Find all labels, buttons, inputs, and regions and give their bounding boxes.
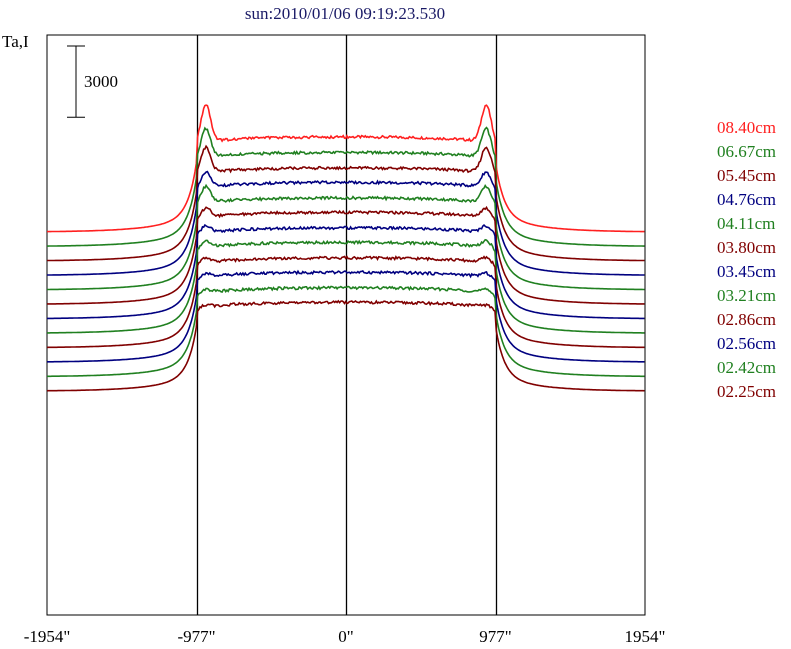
series-line-08.40cm — [47, 104, 645, 233]
legend-entry-08.40cm: 08.40cm — [717, 118, 776, 137]
series-line-02.42cm — [47, 285, 645, 378]
series-line-02.56cm — [47, 269, 645, 363]
series-line-03.21cm — [47, 238, 645, 334]
legend-entry-02.86cm: 02.86cm — [717, 310, 776, 329]
series-line-02.86cm — [46, 255, 645, 349]
legend-entry-03.45cm: 03.45cm — [717, 262, 776, 281]
scale-bar-label: 3000 — [84, 72, 118, 91]
series-line-04.76cm — [47, 170, 645, 276]
legend-entry-02.42cm: 02.42cm — [717, 358, 776, 377]
legend-entry-06.67cm: 06.67cm — [717, 142, 776, 161]
y-axis-label: Ta,I — [2, 32, 29, 51]
series-line-03.80cm — [47, 205, 645, 305]
x-tick-labels: -1954" -977" 0" 977" 1954" — [24, 627, 666, 646]
series-line-03.45cm — [47, 223, 645, 320]
x-tick-label-4: 1954" — [625, 627, 666, 646]
legend-entry-03.21cm: 03.21cm — [717, 286, 776, 305]
legend-entry-02.25cm: 02.25cm — [717, 382, 776, 401]
x-tick-label-0: -1954" — [24, 627, 71, 646]
x-tick-label-1: -977" — [177, 627, 215, 646]
legend-entry-05.45cm: 05.45cm — [717, 166, 776, 185]
legend-entry-04.76cm: 04.76cm — [717, 190, 776, 209]
series-line-05.45cm — [47, 144, 645, 262]
series-line-04.11cm — [47, 183, 645, 291]
series-lines — [46, 104, 645, 392]
x-tick-label-3: 977" — [479, 627, 511, 646]
chart-title: sun:2010/01/06 09:19:23.530 — [245, 4, 445, 23]
series-line-02.25cm — [46, 299, 645, 392]
legend-entry-03.80cm: 03.80cm — [717, 238, 776, 257]
legend-entry-02.56cm: 02.56cm — [717, 334, 776, 353]
scale-bar: 3000 — [67, 45, 118, 118]
vertical-reference-lines — [196, 35, 498, 615]
legend-entry-04.11cm: 04.11cm — [717, 214, 775, 233]
series-line-06.67cm — [47, 126, 645, 247]
legend: 08.40cm 06.67cm 05.45cm 04.76cm 04.11cm 03.80… — [717, 118, 776, 401]
x-tick-label-2: 0" — [338, 627, 353, 646]
